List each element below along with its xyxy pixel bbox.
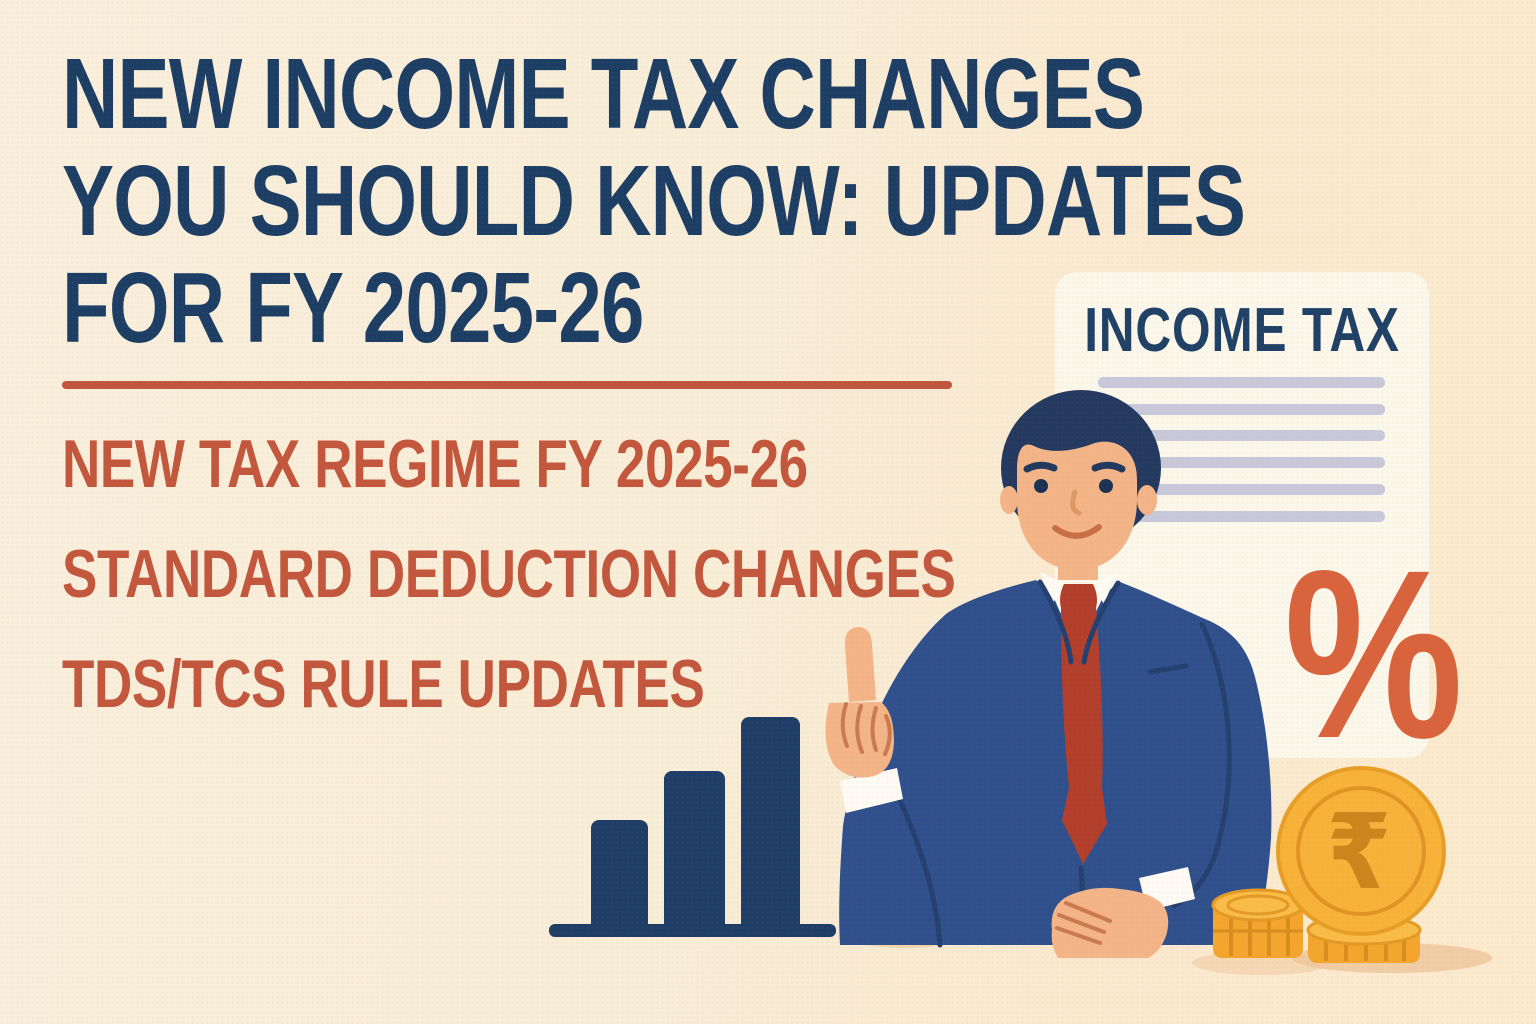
face <box>1017 441 1137 570</box>
ear-left <box>1000 486 1018 514</box>
face-features <box>1023 461 1126 539</box>
index-finger <box>844 627 876 702</box>
collar-left <box>1040 572 1066 604</box>
fist-lines <box>840 702 892 756</box>
eye-left <box>1034 479 1048 493</box>
cuff-left <box>840 768 903 813</box>
eyebrow-right <box>1091 461 1126 473</box>
collar-right <box>1091 573 1117 604</box>
tie <box>1060 584 1107 864</box>
document-text-lines <box>1098 377 1385 522</box>
topic-item-standard-deduction: STANDARD DEDUCTION CHANGES <box>62 536 956 612</box>
bar-chart-icon <box>549 717 836 937</box>
eyebrow-left <box>1023 461 1058 473</box>
eye-right <box>1099 479 1113 493</box>
topic-item-tds-tcs: TDS/TCS RULE UPDATES <box>62 646 705 722</box>
page-title: NEW INCOME TAX CHANGES YOU SHOULD KNOW: … <box>62 41 1536 362</box>
smile <box>1052 524 1102 539</box>
percent-icon: % <box>1284 519 1463 788</box>
document-title: INCOME TAX <box>1084 295 1400 365</box>
raised-hand-pointing-up <box>825 627 903 813</box>
resting-hand <box>1051 867 1195 958</box>
businessman-illustration <box>825 390 1272 958</box>
topic-list: NEW TAX REGIME FY 2025-26 STANDARD DEDUC… <box>62 409 1208 739</box>
hand-lines <box>1055 901 1112 945</box>
ear-right <box>1137 485 1157 515</box>
headline-line-3: FOR FY 2025-26 <box>62 252 644 364</box>
rupee-symbol: ₹ <box>1326 793 1391 910</box>
headline-line-1: NEW INCOME TAX CHANGES <box>62 38 1145 150</box>
rupee-coin-icon: ₹ <box>1276 766 1446 936</box>
nose <box>1070 489 1082 516</box>
headline-line-2: YOU SHOULD KNOW: UPDATES <box>62 145 1246 257</box>
topic-item-new-tax-regime: NEW TAX REGIME FY 2025-26 <box>62 426 808 502</box>
headline-divider <box>62 381 952 389</box>
